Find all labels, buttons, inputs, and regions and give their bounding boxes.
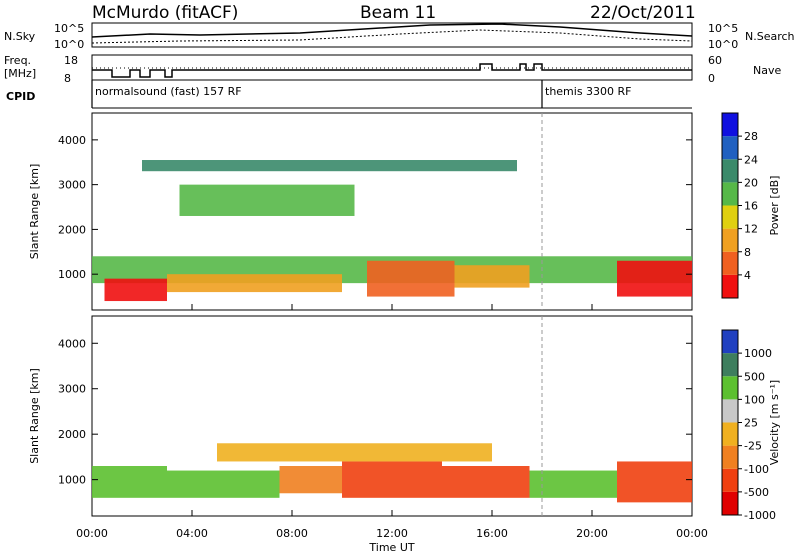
- velocity-colorbar-segment: [722, 491, 738, 515]
- power-colorbar-tick-label: 28: [744, 130, 758, 143]
- power-band: [617, 260, 692, 297]
- velocity-colorbar-segment: [722, 468, 738, 492]
- cpid-program-label: themis 3300 RF: [545, 85, 632, 98]
- velocity-band: [217, 443, 492, 462]
- colorbars: 4 8 12 16 20 24 28 Power [dB] 1000 500 100 25 -25 -10…: [721, 112, 781, 522]
- xtick-label: 16:00: [476, 527, 508, 540]
- velocity-ylabel: Slant Range [km]: [28, 368, 41, 464]
- velocity-colorbar-segment: [722, 376, 738, 400]
- power-colorbar-segment: [722, 136, 738, 160]
- power-ylabel: Slant Range [km]: [28, 164, 41, 260]
- freq-tick-top: 18: [64, 54, 78, 67]
- velocity-colorbar-segment: [722, 330, 738, 354]
- power-colorbar-segment: [722, 182, 738, 206]
- velocity-colorbar-label: Velocity [m s⁻¹]: [768, 380, 781, 465]
- axes: 1000 2000 3000 4000 Slant Range [km] 1000 2000…: [28, 134, 708, 554]
- power-band: [167, 274, 342, 293]
- power-colorbar-segment: [722, 205, 738, 229]
- xtick-label: 20:00: [576, 527, 608, 540]
- velocity-colorbar-tick-label: -1000: [744, 509, 776, 522]
- power-band: [367, 260, 455, 297]
- nsearch-tick-top: 10^5: [708, 22, 738, 35]
- velocity-ytick-label: 3000: [58, 383, 86, 396]
- velocity-band: [529, 470, 617, 498]
- power-colorbar-label: Power [dB]: [768, 176, 781, 236]
- nsearch-tick-bottom: 10^0: [708, 38, 738, 51]
- nsky-line: [91, 23, 693, 38]
- velocity-band: [342, 461, 442, 498]
- velocity-colorbar-tick-label: 1000: [744, 347, 772, 360]
- power-colorbar-tick-label: 12: [744, 223, 758, 236]
- cpid-label: CPID: [6, 90, 35, 103]
- nsky-tick-top: 10^5: [54, 22, 84, 35]
- power-colorbar-segment: [722, 159, 738, 183]
- velocity-band: [617, 461, 692, 503]
- velocity-band: [167, 470, 280, 498]
- power-colorbar-tick-label: 16: [744, 200, 758, 213]
- power-ytick-label: 3000: [58, 179, 86, 192]
- freq-label-1: Freq.: [4, 54, 31, 67]
- power-colorbar-tick-label: 20: [744, 176, 758, 189]
- xtick-label: 08:00: [276, 527, 308, 540]
- power-panel: [92, 113, 692, 310]
- velocity-colorbar-segment: [722, 399, 738, 423]
- velocity-colorbar-segment: [722, 422, 738, 446]
- velocity-band: [92, 466, 167, 498]
- xtick-label: 04:00: [176, 527, 208, 540]
- nave-tick-bottom: 0: [708, 72, 715, 85]
- velocity-colorbar-segment: [722, 445, 738, 469]
- station-title: McMurdo (fitACF): [92, 3, 238, 23]
- velocity-colorbar-tick-label: 100: [744, 393, 765, 406]
- freq-tick-bottom: 8: [64, 72, 71, 85]
- nsearch-line: [91, 29, 693, 44]
- power-ytick-label: 1000: [58, 268, 86, 281]
- xtick-label: 00:00: [676, 527, 708, 540]
- nsky-tick-bottom: 10^0: [54, 38, 84, 51]
- power-ytick-label: 2000: [58, 223, 86, 236]
- power-band: [454, 265, 530, 288]
- velocity-ytick-label: 4000: [58, 337, 86, 350]
- beam-title: Beam 11: [360, 3, 436, 23]
- nsky-strip: [91, 22, 693, 48]
- velocity-band: [279, 466, 342, 494]
- velocity-colorbar-tick-label: -25: [744, 440, 762, 453]
- power-colorbar-segment: [722, 228, 738, 252]
- power-colorbar-tick-label: 4: [744, 269, 751, 282]
- velocity-colorbar-tick-label: 25: [744, 417, 758, 430]
- velocity-band: [442, 466, 530, 498]
- xtick-label: 00:00: [76, 527, 108, 540]
- power-band: [104, 278, 167, 302]
- velocity-panel: [92, 316, 692, 516]
- velocity-ytick-label: 1000: [58, 474, 86, 487]
- xtick-label: 12:00: [376, 527, 408, 540]
- power-ytick-label: 4000: [58, 134, 86, 147]
- velocity-colorbar-tick-label: -100: [744, 463, 769, 476]
- power-colorbar-tick-label: 24: [744, 153, 758, 166]
- nsky-label: N.Sky: [4, 30, 36, 43]
- xlabel: Time UT: [368, 541, 414, 554]
- power-colorbar-tick-label: 8: [744, 246, 751, 259]
- cpid-program-label: normalsound (fast) 157 RF: [95, 85, 242, 98]
- power-colorbar-segment: [722, 274, 738, 298]
- nsearch-label: N.Search: [745, 30, 795, 43]
- nave-label: Nave: [753, 64, 781, 77]
- velocity-colorbar-segment: [722, 353, 738, 377]
- power-colorbar-segment: [722, 113, 738, 137]
- freq-line: [92, 63, 692, 78]
- power-colorbar-segment: [722, 251, 738, 275]
- cpid-programs: normalsound (fast) 157 RF themis 3300 RF: [91, 80, 632, 108]
- power-band: [142, 160, 517, 172]
- power-band: [179, 184, 355, 216]
- date-title: 22/Oct/2011: [590, 3, 696, 23]
- velocity-ytick-label: 2000: [58, 428, 86, 441]
- nave-tick-top: 60: [708, 54, 722, 67]
- velocity-colorbar-tick-label: 500: [744, 370, 765, 383]
- freq-label-2: [MHz]: [4, 67, 36, 80]
- velocity-colorbar-tick-label: -500: [744, 486, 769, 499]
